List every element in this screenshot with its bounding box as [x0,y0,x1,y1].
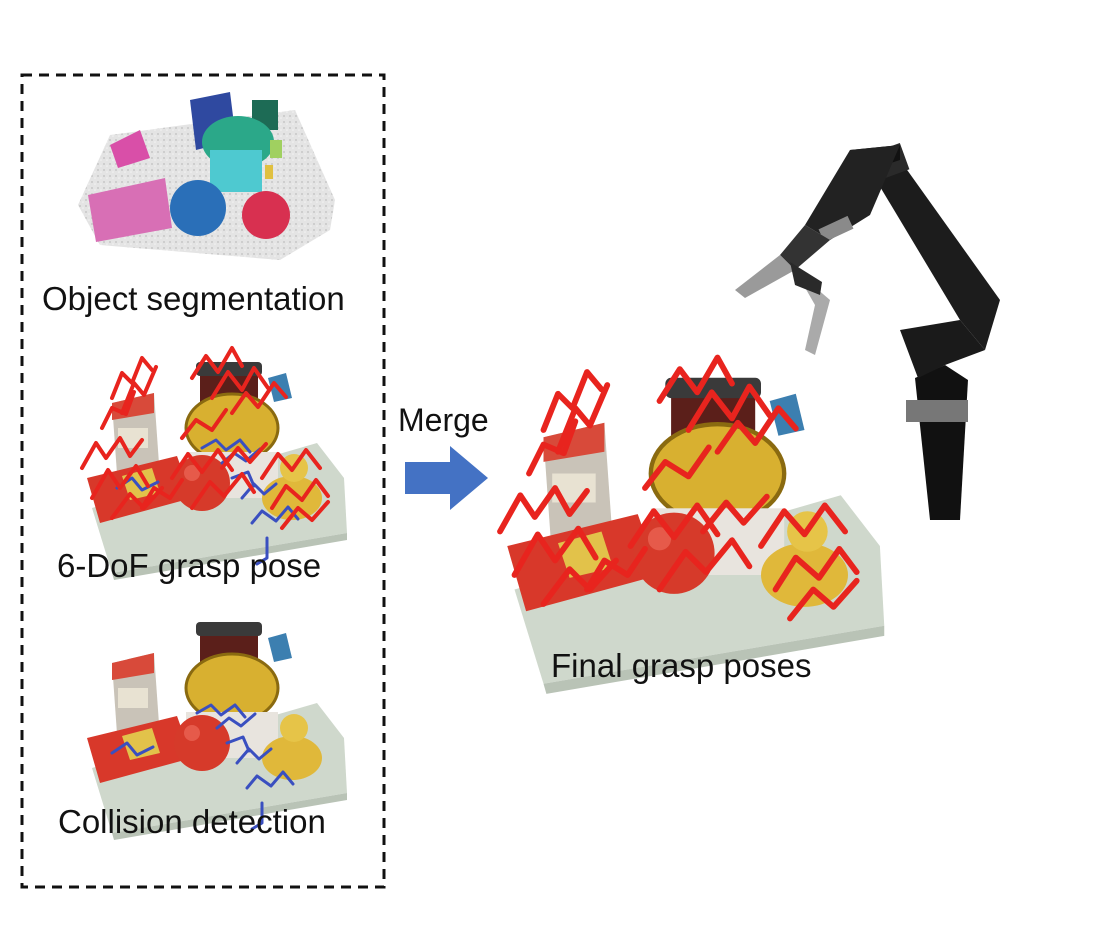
segmentation-pointcloud [78,92,335,260]
label-final-grasp-poses: Final grasp poses [551,647,812,684]
label-merge: Merge [398,402,489,438]
robot-arm-icon [735,142,1000,520]
label-object-segmentation: Object segmentation [42,280,345,317]
merge-arrow-icon [405,446,488,510]
grasp-pose-scene [80,346,349,582]
label-grasp-pose: 6-DoF grasp pose [57,547,322,584]
final-grasp-scene [500,358,884,694]
dashed-group-box [20,73,386,889]
label-collision-detection: Collision detection [58,803,326,840]
